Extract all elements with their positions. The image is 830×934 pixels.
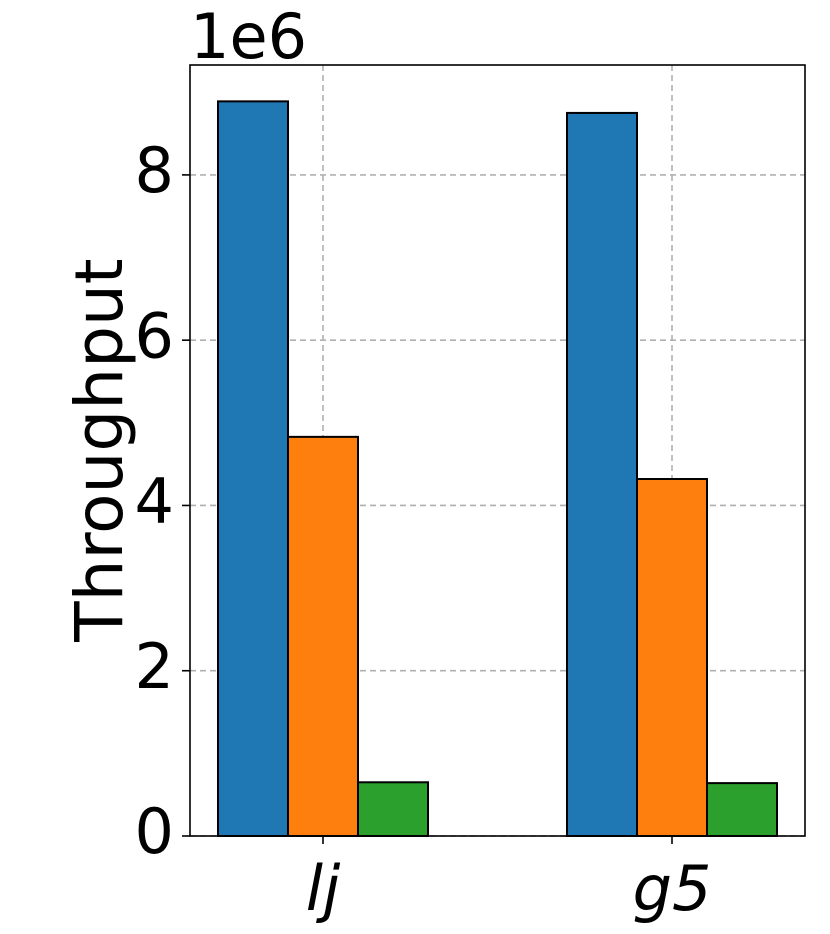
y-tick-label: 0 (135, 795, 174, 868)
y-axis-label: Throughput (61, 258, 138, 642)
bar (636, 478, 708, 837)
x-tick-label: lj (306, 852, 341, 925)
y-offset-label: 1e6 (190, 0, 307, 73)
bar (217, 100, 289, 838)
y-tick-label: 2 (135, 630, 174, 703)
y-tick-label: 8 (135, 134, 174, 207)
bar (706, 782, 778, 838)
plot-frame (189, 64, 806, 837)
x-tick-label: g5 (633, 852, 712, 925)
y-tick-label: 4 (135, 465, 174, 538)
bar (357, 781, 429, 838)
bar (566, 111, 638, 837)
y-tick-label: 6 (135, 299, 174, 372)
bar (287, 435, 359, 837)
